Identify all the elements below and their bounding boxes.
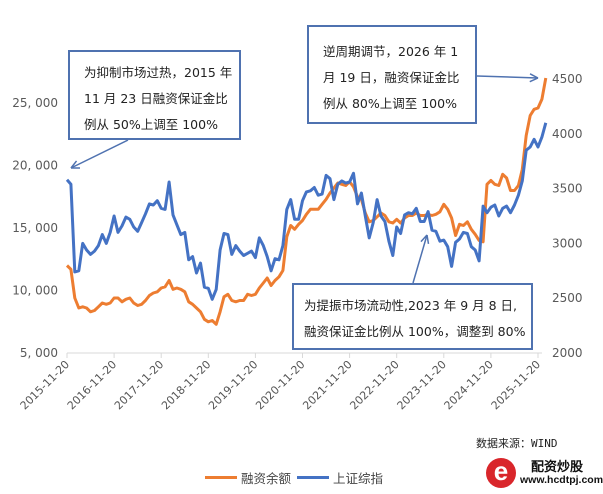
annotation-line: 融资保证金比例从 100%，调整到 80% (304, 324, 526, 339)
arrow-2015-head (70, 160, 78, 169)
left-tick-label: 20, 000 (12, 159, 58, 173)
left-tick-label: 25, 000 (12, 96, 58, 110)
left-tick-label: 10, 000 (12, 284, 58, 298)
legend: 融资余额 上证综指 (205, 468, 389, 487)
legend-swatch-margin (205, 476, 237, 479)
annotation-line: 例从 50%上调至 100% (84, 117, 218, 132)
annotation-line: 为提振市场流动性,2023 年 9 月 8 日, (304, 298, 518, 313)
x-tick-label: 2025-11-20 (489, 358, 543, 412)
annotation-2015: 为抑制市场过热，2015 年 11 月 23 日融资保证金比 例从 50%上调至… (68, 50, 241, 140)
legend-label-margin: 融资余额 (241, 471, 292, 486)
x-tick-label: 2015-11-20 (18, 358, 72, 412)
right-tick-label: 4000 (552, 127, 583, 141)
annotation-2023: 为提振市场流动性,2023 年 9 月 8 日, 融资保证金比例从 100%，调… (292, 283, 533, 350)
x-tick-label: 2018-11-20 (159, 358, 213, 412)
left-tick-label: 5, 000 (20, 346, 58, 360)
arrow-2026-head (529, 73, 539, 79)
annotation-2026: 逆周期调节，2026 年 1 月 19 日，融资保证金比 例从 80%上调至 1… (307, 25, 477, 124)
right-tick-label: 2000 (552, 346, 583, 360)
annotation-line: 11 月 23 日融资保证金比 (84, 91, 228, 106)
arrow-2023-head (426, 234, 430, 245)
left-tick-label: 15, 000 (12, 221, 58, 235)
series-line-sse-index (65, 122, 548, 301)
legend-label-sse: 上证综指 (333, 471, 384, 486)
x-tick-label: 2024-11-20 (442, 358, 496, 412)
annotation-line: 为抑制市场过热，2015 年 (84, 65, 233, 80)
x-tick-label: 2019-11-20 (206, 358, 260, 412)
arrow-2026-head (529, 77, 539, 83)
x-tick-label: 2021-11-20 (300, 358, 354, 412)
annotation-line: 逆周期调节，2026 年 1 (323, 44, 459, 59)
arrow-2026 (476, 75, 539, 79)
right-tick-label: 4500 (552, 72, 583, 86)
annotation-line: 例从 80%上调至 100% (323, 96, 457, 111)
arrow-2023-head (420, 234, 428, 243)
x-tick-label: 2023-11-20 (395, 358, 449, 412)
logo: e 配资炒股 www.hcdtpj.com (486, 456, 603, 492)
x-tick-label: 2016-11-20 (65, 358, 119, 412)
data-source: 数据来源：WIND (476, 437, 558, 450)
arrow-2023 (412, 234, 428, 284)
x-tick-label: 2020-11-20 (253, 358, 307, 412)
logo-name: 配资炒股 (531, 460, 584, 475)
right-tick-label: 2500 (552, 291, 583, 305)
right-tick-label: 3500 (552, 182, 583, 196)
annotation-line: 月 19 日，融资保证金比 (323, 70, 460, 85)
x-tick-label: 2017-11-20 (112, 358, 166, 412)
arrow-2015 (70, 139, 129, 169)
series-line-margin-balance (65, 77, 548, 326)
logo-e-icon: e (486, 458, 516, 488)
legend-swatch-sse (297, 476, 330, 479)
logo-url: www.hcdtpj.com (520, 474, 603, 486)
right-tick-label: 3000 (552, 236, 583, 250)
x-tick-label: 2022-11-20 (347, 358, 401, 412)
